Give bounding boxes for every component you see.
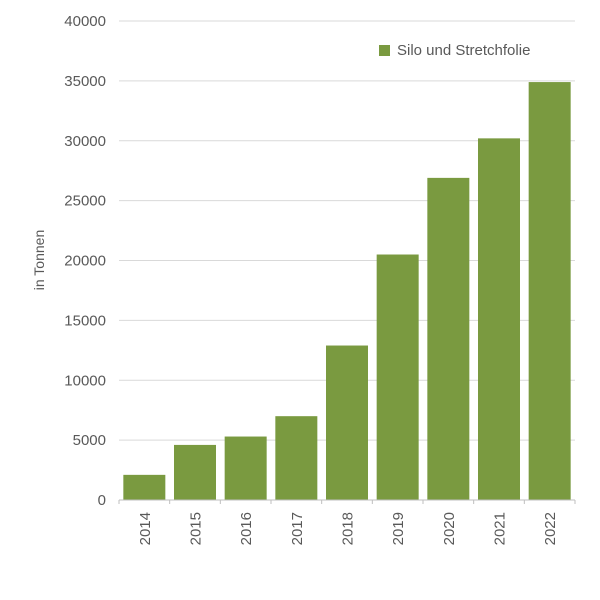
x-label-2019: 2019 [390, 512, 407, 545]
y-tick-label-20000: 20000 [64, 253, 106, 270]
y-tick-label-0: 0 [98, 492, 106, 509]
y-tick-label-40000: 40000 [64, 13, 106, 30]
bar-2021 [478, 138, 520, 501]
x-label-2017: 2017 [289, 512, 306, 545]
legend-swatch-icon [379, 45, 390, 56]
legend: Silo und Stretchfolie [379, 43, 530, 58]
bar-2016 [224, 436, 267, 500]
x-label-2022: 2022 [542, 512, 559, 545]
x-label-2018: 2018 [340, 512, 357, 545]
legend-label: Silo und Stretchfolie [397, 42, 531, 59]
y-tick-label-15000: 15000 [64, 312, 106, 329]
x-label-2015: 2015 [188, 512, 205, 545]
x-label-2020: 2020 [441, 512, 458, 545]
y-tick-label-35000: 35000 [64, 73, 106, 90]
bar-2017 [275, 416, 318, 500]
y-tick-label-5000: 5000 [73, 432, 106, 449]
bar-2015 [174, 444, 216, 500]
bar-2018 [326, 345, 368, 500]
x-label-2021: 2021 [492, 512, 509, 545]
y-axis-title-text: in Tonnen [31, 229, 47, 291]
y-tick-label-30000: 30000 [64, 133, 106, 150]
bar-2020 [427, 177, 470, 500]
x-label-2016: 2016 [238, 512, 255, 545]
bar-2022 [528, 82, 571, 500]
bar-2014 [123, 474, 166, 500]
y-tick-label-25000: 25000 [64, 193, 106, 210]
x-label-2014: 2014 [137, 512, 154, 545]
bar-2019 [376, 254, 419, 500]
y-tick-label-10000: 10000 [64, 372, 106, 389]
